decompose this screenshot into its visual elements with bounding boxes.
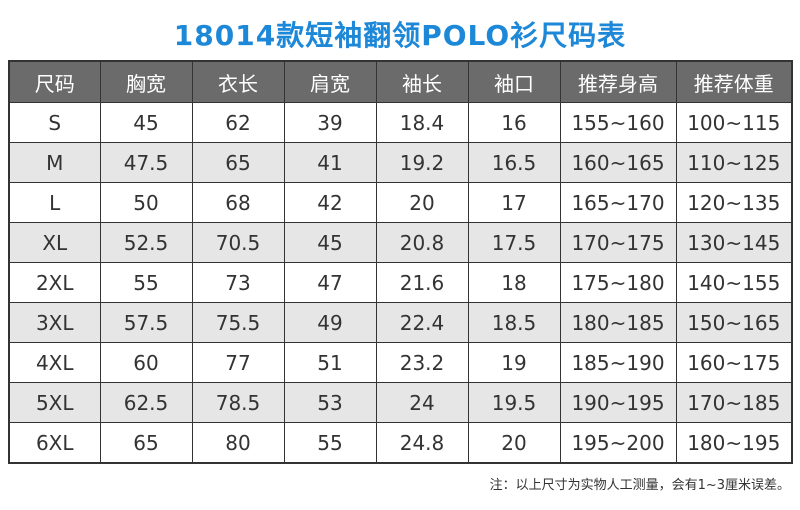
table-row: 5XL 62.5 78.5 53 24 19.5 190~195 170~185 (8, 382, 793, 423)
cell-rec-weight: 180~195 (675, 422, 793, 464)
cell-cuff: 17.5 (467, 222, 561, 263)
cell-cuff: 16.5 (467, 142, 561, 183)
cell-shoulder: 55 (283, 422, 377, 464)
cell-sleeve-length: 20 (375, 182, 469, 223)
cell-length: 70.5 (191, 222, 285, 263)
cell-shoulder: 47 (283, 262, 377, 303)
header-sleeve-length: 袖长 (375, 60, 469, 103)
table-row: 6XL 65 80 55 24.8 20 195~200 180~195 (8, 422, 793, 464)
cell-rec-height: 190~195 (559, 382, 677, 423)
cell-length: 65 (191, 142, 285, 183)
header-size: 尺码 (8, 60, 101, 103)
cell-sleeve-length: 23.2 (375, 342, 469, 383)
cell-sleeve-length: 20.8 (375, 222, 469, 263)
cell-size: 6XL (8, 422, 101, 464)
table-row: XL 52.5 70.5 45 20.8 17.5 170~175 130~145 (8, 222, 793, 263)
cell-rec-height: 185~190 (559, 342, 677, 383)
header-row: 尺码 胸宽 衣长 肩宽 袖长 袖口 推荐身高 推荐体重 (8, 60, 793, 103)
cell-chest: 62.5 (99, 382, 193, 423)
cell-chest: 45 (99, 102, 193, 143)
cell-rec-weight: 150~165 (675, 302, 793, 343)
cell-cuff: 19.5 (467, 382, 561, 423)
cell-sleeve-length: 24.8 (375, 422, 469, 464)
cell-size: 5XL (8, 382, 101, 423)
cell-sleeve-length: 24 (375, 382, 469, 423)
cell-size: XL (8, 222, 101, 263)
cell-length: 75.5 (191, 302, 285, 343)
cell-shoulder: 53 (283, 382, 377, 423)
cell-shoulder: 39 (283, 102, 377, 143)
cell-sleeve-length: 22.4 (375, 302, 469, 343)
chart-title: 18014款短袖翻领POLO衫尺码表 (173, 19, 627, 52)
table-row: 3XL 57.5 75.5 49 22.4 18.5 180~185 150~165 (8, 302, 793, 343)
cell-shoulder: 45 (283, 222, 377, 263)
cell-chest: 52.5 (99, 222, 193, 263)
header-cuff: 袖口 (467, 60, 561, 103)
cell-rec-weight: 130~145 (675, 222, 793, 263)
cell-length: 80 (191, 422, 285, 464)
table-row: 2XL 55 73 47 21.6 18 175~180 140~155 (8, 262, 793, 303)
cell-rec-weight: 110~125 (675, 142, 793, 183)
cell-cuff: 17 (467, 182, 561, 223)
cell-sleeve-length: 21.6 (375, 262, 469, 303)
cell-rec-height: 165~170 (559, 182, 677, 223)
cell-rec-weight: 140~155 (675, 262, 793, 303)
header-length: 衣长 (191, 60, 285, 103)
cell-length: 78.5 (191, 382, 285, 423)
header-rec-weight: 推荐体重 (675, 60, 793, 103)
cell-rec-height: 160~165 (559, 142, 677, 183)
cell-rec-weight: 100~115 (675, 102, 793, 143)
cell-cuff: 18.5 (467, 302, 561, 343)
cell-shoulder: 49 (283, 302, 377, 343)
cell-size: S (8, 102, 101, 143)
header-rec-height: 推荐身高 (559, 60, 677, 103)
cell-chest: 55 (99, 262, 193, 303)
table-row: M 47.5 65 41 19.2 16.5 160~165 110~125 (8, 142, 793, 183)
cell-length: 68 (191, 182, 285, 223)
table-row: L 50 68 42 20 17 165~170 120~135 (8, 182, 793, 223)
cell-rec-height: 195~200 (559, 422, 677, 464)
size-table: 尺码 胸宽 衣长 肩宽 袖长 袖口 推荐身高 推荐体重 S 45 62 39 18.4 1… (8, 60, 793, 464)
cell-sleeve-length: 19.2 (375, 142, 469, 183)
cell-rec-height: 170~175 (559, 222, 677, 263)
cell-chest: 50 (99, 182, 193, 223)
cell-rec-weight: 160~175 (675, 342, 793, 383)
measurement-note: 注：以上尺寸为实物人工测量，会有1~3厘米误差。 (489, 478, 790, 493)
cell-chest: 65 (99, 422, 193, 464)
cell-size: M (8, 142, 101, 183)
cell-sleeve-length: 18.4 (375, 102, 469, 143)
header-shoulder: 肩宽 (283, 60, 377, 103)
cell-size: 3XL (8, 302, 101, 343)
header-chest: 胸宽 (99, 60, 193, 103)
cell-chest: 47.5 (99, 142, 193, 183)
table-row: 4XL 60 77 51 23.2 19 185~190 160~175 (8, 342, 793, 383)
cell-cuff: 16 (467, 102, 561, 143)
cell-rec-height: 180~185 (559, 302, 677, 343)
cell-cuff: 18 (467, 262, 561, 303)
cell-rec-weight: 120~135 (675, 182, 793, 223)
cell-shoulder: 51 (283, 342, 377, 383)
cell-size: L (8, 182, 101, 223)
cell-cuff: 20 (467, 422, 561, 464)
cell-rec-height: 155~160 (559, 102, 677, 143)
cell-shoulder: 42 (283, 182, 377, 223)
cell-rec-weight: 170~185 (675, 382, 793, 423)
cell-size: 2XL (8, 262, 101, 303)
cell-shoulder: 41 (283, 142, 377, 183)
cell-length: 73 (191, 262, 285, 303)
table-row: S 45 62 39 18.4 16 155~160 100~115 (8, 102, 793, 143)
cell-rec-height: 175~180 (559, 262, 677, 303)
cell-size: 4XL (8, 342, 101, 383)
cell-cuff: 19 (467, 342, 561, 383)
cell-length: 77 (191, 342, 285, 383)
cell-length: 62 (191, 102, 285, 143)
cell-chest: 60 (99, 342, 193, 383)
cell-chest: 57.5 (99, 302, 193, 343)
